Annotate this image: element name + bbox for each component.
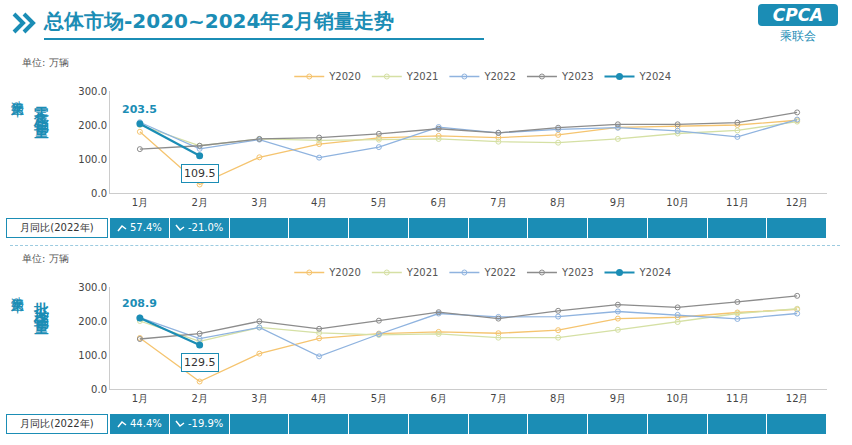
svg-text:9月: 9月 [610,197,626,208]
svg-text:4月: 4月 [311,197,327,208]
html-text:乘联会: 乘联会 [780,29,816,43]
svg-text:0.0: 0.0 [91,384,107,395]
svg-text:11月: 11月 [726,197,749,208]
svg-text:300.0: 300.0 [78,86,107,97]
svg-text:200.0: 200.0 [78,316,107,327]
svg-text:6月: 6月 [430,197,446,208]
svg-text:3月: 3月 [251,393,267,404]
html-text:月同比(2022年): 月同比(2022年) [20,418,94,429]
svg-text:12月: 12月 [786,393,809,404]
html-text:总体市场-2020~2024年2月销量走势: 总体市场-2020~2024年2月销量走势 [44,9,395,33]
svg-text:100.0: 100.0 [78,350,107,361]
html-text:57.4%: 57.4% [130,222,162,233]
svg-text:1月: 1月 [132,393,148,404]
svg-text:Y2023: Y2023 [561,71,594,82]
html-text:月同比(2022年): 月同比(2022年) [20,222,94,233]
html-text:批发销量: 批发销量 [33,290,51,314]
svg-text:4月: 4月 [311,393,327,404]
svg-text:100.0: 100.0 [78,154,107,165]
html-text:44.4%: 44.4% [130,418,162,429]
svg-text:2月: 2月 [191,393,207,404]
html-text:CPCA: CPCA [772,5,824,25]
svg-text:2月: 2月 [191,197,207,208]
html-text:-19.9%: -19.9% [187,418,224,429]
html-text:狭义乘用车: 狭义乘用车 [10,90,25,95]
html-text:单位: 万辆: 单位: 万辆 [22,57,69,68]
html-text:狭义乘用车: 狭义乘用车 [10,286,25,291]
svg-text:Y2021: Y2021 [406,267,439,278]
svg-text:3月: 3月 [251,197,267,208]
svg-text:Y2020: Y2020 [328,71,361,82]
html-text:零售销量: 零售销量 [33,94,51,118]
svg-text:5月: 5月 [371,197,387,208]
svg-text:Y2022: Y2022 [483,71,516,82]
svg-text:7月: 7月 [490,393,506,404]
svg-text:300.0: 300.0 [78,282,107,293]
html-text:-21.0%: -21.0% [187,222,224,233]
svg-text:Y2024: Y2024 [639,267,672,278]
svg-text:11月: 11月 [726,393,749,404]
svg-text:12月: 12月 [786,197,809,208]
svg-text:208.9: 208.9 [122,297,157,310]
svg-text:8月: 8月 [550,197,566,208]
svg-text:Y2024: Y2024 [639,71,672,82]
svg-text:203.5: 203.5 [122,103,157,116]
svg-text:Y2021: Y2021 [406,71,439,82]
svg-text:5月: 5月 [371,393,387,404]
svg-text:109.5: 109.5 [184,167,216,180]
svg-text:1月: 1月 [132,197,148,208]
svg-text:Y2020: Y2020 [328,267,361,278]
svg-text:Y2023: Y2023 [561,267,594,278]
svg-text:9月: 9月 [610,393,626,404]
svg-text:129.5: 129.5 [184,356,216,369]
svg-text:6月: 6月 [430,393,446,404]
svg-text:10月: 10月 [666,393,689,404]
svg-text:200.0: 200.0 [78,120,107,131]
svg-text:8月: 8月 [550,393,566,404]
html-text:单位: 万辆: 单位: 万辆 [22,253,69,264]
svg-text:Y2022: Y2022 [483,267,516,278]
svg-text:0.0: 0.0 [91,188,107,199]
svg-text:7月: 7月 [490,197,506,208]
svg-text:10月: 10月 [666,197,689,208]
